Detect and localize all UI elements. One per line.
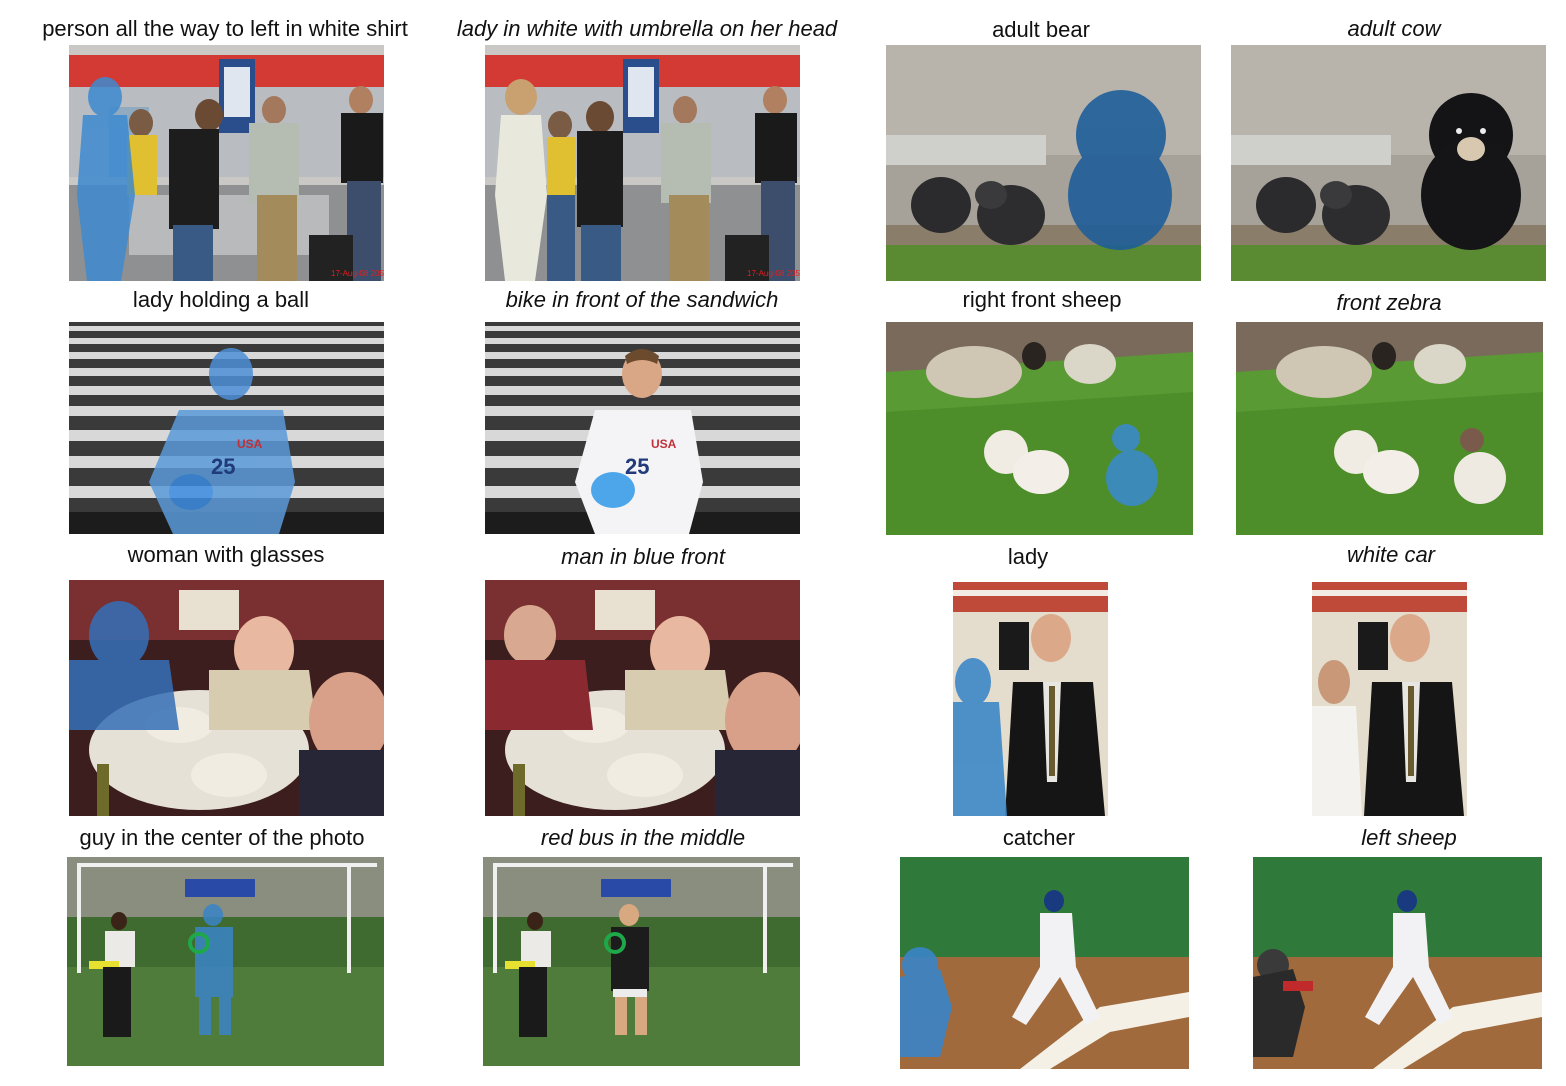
caption-ref-r3c1: woman with glasses	[127, 542, 325, 567]
caption-hyp-r1c4: adult cow	[1347, 16, 1441, 41]
caption-hyp-r3c4: white car	[1346, 542, 1436, 567]
caption-ref-r2c3: right front sheep	[962, 287, 1122, 312]
photo-bears-masked	[886, 45, 1201, 281]
photo-baseball-masked	[900, 857, 1189, 1069]
caption-ref-r2c1: lady holding a ball	[132, 287, 310, 312]
photo-soccer-player: USA 25	[485, 322, 800, 534]
svg-text:25: 25	[211, 454, 235, 479]
caption-hyp-r4c4: left sheep	[1361, 825, 1457, 850]
segmentation-mask	[1106, 424, 1158, 506]
svg-text:25: 25	[625, 454, 649, 479]
photo-field	[483, 857, 800, 1066]
segmentation-mask	[953, 658, 1007, 816]
caption-ref-r3c3: lady	[1007, 544, 1049, 569]
segmentation-mask	[77, 77, 135, 281]
photo-baseball	[1253, 857, 1542, 1069]
caption-hyp-r2c2: bike in front of the sandwich	[505, 287, 779, 312]
photo-sheep-masked	[886, 322, 1193, 535]
photo-bears	[1231, 45, 1546, 281]
caption-ref-r4c3: catcher	[1002, 825, 1076, 850]
photo-dinner-masked	[69, 580, 384, 816]
photo-field-masked	[67, 857, 384, 1066]
photo-suit-masked	[953, 582, 1108, 816]
segmentation-mask	[1068, 90, 1172, 250]
caption-ref-r4c1: guy in the center of the photo	[79, 825, 365, 850]
segmentation-mask	[195, 904, 233, 1035]
caption-ref-r1c1: person all the way to left in white shir…	[42, 16, 408, 41]
photo-suit	[1312, 582, 1467, 816]
photo-soccer-player-masked: USA 25	[69, 322, 384, 534]
caption-hyp-r3c2: man in blue front	[561, 544, 725, 569]
stamp-text: 17-Aug-08 2052	[331, 269, 384, 278]
photo-dinner	[485, 580, 800, 816]
stamp-text: 17-Aug-08 2052	[747, 269, 800, 278]
segmentation-mask	[149, 348, 295, 534]
photo-sheep	[1236, 322, 1543, 535]
segmentation-mask	[69, 601, 179, 730]
photo-airport-masked: 17-Aug-08 2052	[69, 45, 384, 281]
caption-ref-r1c3: adult bear	[992, 17, 1090, 42]
caption-hyp-r1c2: lady in white with umbrella on her head	[456, 16, 838, 41]
caption-hyp-r4c2: red bus in the middle	[540, 825, 746, 850]
svg-text:USA: USA	[651, 437, 677, 451]
caption-hyp-r2c4: front zebra	[1336, 290, 1442, 315]
segmentation-mask	[900, 947, 952, 1057]
svg-text:USA: USA	[237, 437, 263, 451]
photo-airport: 17-Aug-08 2052	[485, 45, 800, 281]
